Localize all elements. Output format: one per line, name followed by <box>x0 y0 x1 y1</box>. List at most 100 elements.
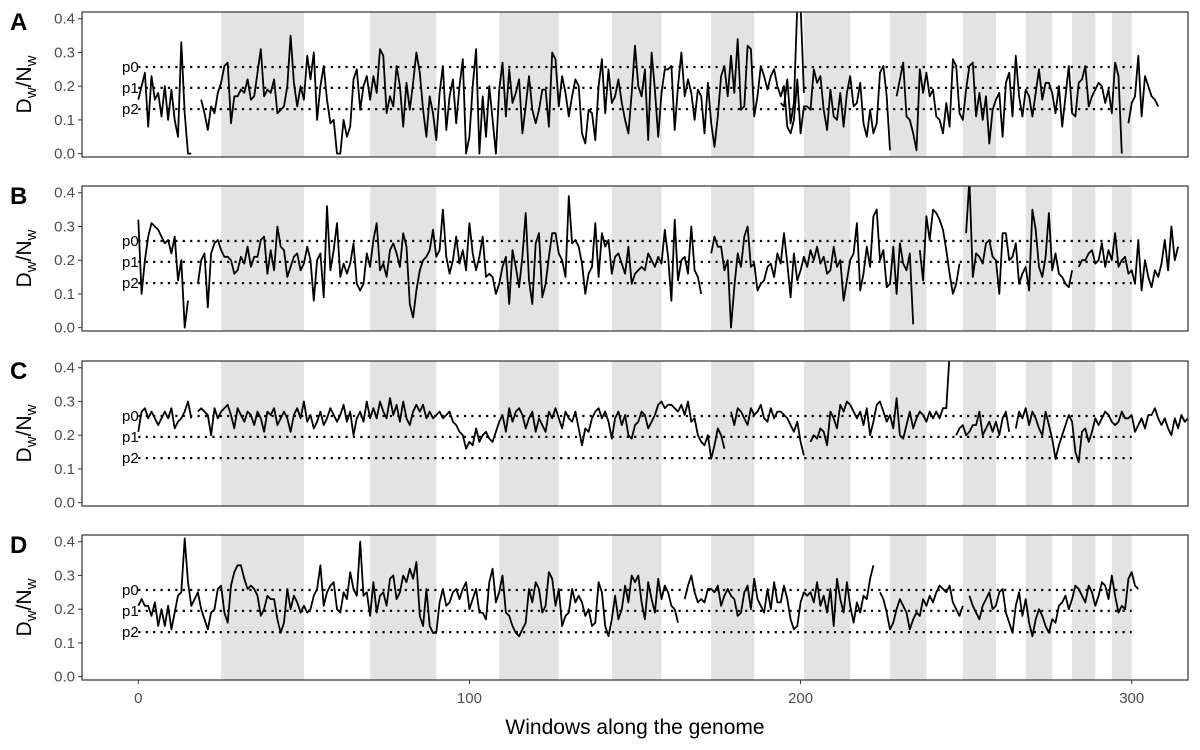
shaded-band <box>889 361 927 506</box>
series-lines <box>137 12 1160 155</box>
series-lines <box>137 186 1179 329</box>
y-axis-label: Dw/Nw <box>13 578 40 636</box>
y-tick-label: 0.3 <box>54 218 75 235</box>
reference-lines: p0 p1 p2 <box>122 582 1132 641</box>
shaded-band <box>803 186 851 331</box>
reference-lines: p0 p1 p2 <box>122 233 1132 292</box>
y-tick-label: 0.0 <box>54 495 75 512</box>
shaded-band <box>499 535 559 680</box>
panel-label: A <box>10 9 27 36</box>
shaded-band <box>711 361 755 506</box>
y-axis: 0.0 0.1 0.2 0.3 0.4 <box>54 185 82 337</box>
y-axis: 0.0 0.1 0.2 0.3 0.4 <box>54 534 82 686</box>
y-tick-label: 0.2 <box>54 427 75 444</box>
y-tick-label: 0.0 <box>54 320 75 337</box>
shaded-band <box>611 361 662 506</box>
shaded-band <box>1111 361 1132 506</box>
series-line <box>137 361 1188 464</box>
shaded-band <box>221 186 304 331</box>
panel-b: p0 p1 p2 0.0 0.1 0.2 0.3 0.4 B Dw/Nw <box>10 183 1189 337</box>
y-tick-label: 0.1 <box>54 112 75 129</box>
shaded-band <box>611 12 662 157</box>
panel-a: p0 p1 p2 0.0 0.1 0.2 0.3 0.4 A Dw/Nw <box>10 9 1189 163</box>
y-tick-label: 0.4 <box>54 185 75 202</box>
shaded-band <box>1025 535 1053 680</box>
shaded-band <box>962 535 996 680</box>
reference-label-p2: p2 <box>122 101 139 118</box>
reference-label-p0: p0 <box>122 408 139 425</box>
y-axis-label: Dw/Nw <box>13 55 40 113</box>
y-tick-label: 0.4 <box>54 534 75 551</box>
shaded-bands <box>221 361 1132 506</box>
x-tick-label: 300 <box>1119 690 1144 707</box>
reference-label-p1: p1 <box>122 603 139 620</box>
shaded-band <box>370 361 437 506</box>
y-tick-label: 0.1 <box>54 286 75 303</box>
y-tick-label: 0.3 <box>54 567 75 584</box>
y-tick-label: 0.0 <box>54 146 75 163</box>
series-line <box>137 34 1160 155</box>
reference-label-p1: p1 <box>122 80 139 97</box>
shaded-band <box>1072 186 1096 331</box>
y-tick-label: 0.2 <box>54 601 75 618</box>
panel-frame <box>81 534 1189 681</box>
y-axis: 0.0 0.1 0.2 0.3 0.4 <box>54 11 82 163</box>
y-axis-label: Dw/Nw <box>13 404 40 462</box>
reference-label-p1: p1 <box>122 429 139 446</box>
shaded-band <box>1072 535 1096 680</box>
x-tick-label: 200 <box>788 690 813 707</box>
x-axis: 0 100 200 300 <box>134 680 1144 707</box>
reference-label-p2: p2 <box>122 275 139 292</box>
panel-frame <box>81 360 1189 507</box>
shaded-band <box>1072 12 1096 157</box>
panel-frame <box>81 185 1189 332</box>
shaded-band <box>1111 186 1132 331</box>
panel-frame <box>81 11 1189 158</box>
shaded-band <box>499 361 559 506</box>
panel-label: B <box>10 183 27 210</box>
y-tick-label: 0.3 <box>54 393 75 410</box>
panel-c: p0 p1 p2 0.0 0.1 0.2 0.3 0.4 C Dw/Nw <box>10 358 1189 512</box>
panel-label: D <box>10 532 27 559</box>
shaded-band <box>889 12 927 157</box>
x-axis-label: Windows along the genome <box>505 716 764 739</box>
panel-d: p0 p1 p2 0.0 0.1 0.2 0.3 0.4 D Dw/Nw <box>10 532 1189 686</box>
y-tick-label: 0.1 <box>54 635 75 652</box>
series-lines <box>137 361 1188 464</box>
shaded-band <box>1111 12 1132 157</box>
series-lines <box>137 537 1139 638</box>
reference-label-p0: p0 <box>122 233 139 250</box>
reference-lines: p0 p1 p2 <box>122 59 1132 118</box>
shaded-band <box>1025 12 1053 157</box>
y-tick-label: 0.2 <box>54 78 75 95</box>
reference-label-p0: p0 <box>122 59 139 76</box>
reference-label-p1: p1 <box>122 254 139 271</box>
reference-label-p2: p2 <box>122 624 139 641</box>
reference-lines: p0 p1 p2 <box>122 408 1132 467</box>
reference-label-p0: p0 <box>122 582 139 599</box>
shaded-band <box>1072 361 1096 506</box>
y-tick-label: 0.2 <box>54 252 75 269</box>
y-tick-label: 0.0 <box>54 669 75 686</box>
x-tick-label: 0 <box>134 690 142 707</box>
shaded-band <box>370 535 437 680</box>
y-tick-label: 0.3 <box>54 44 75 61</box>
shaded-band <box>499 186 559 331</box>
series-line <box>137 186 1179 329</box>
series-line <box>137 537 1139 638</box>
reference-label-p2: p2 <box>122 450 139 467</box>
y-axis: 0.0 0.1 0.2 0.3 0.4 <box>54 360 82 512</box>
shaded-band <box>803 361 851 506</box>
y-axis-label: Dw/Nw <box>13 229 40 287</box>
x-tick-label: 100 <box>457 690 482 707</box>
shaded-band <box>711 535 755 680</box>
y-tick-label: 0.1 <box>54 461 75 478</box>
shaded-band <box>221 361 304 506</box>
shaded-band <box>1025 361 1053 506</box>
y-tick-label: 0.4 <box>54 11 75 28</box>
panel-label: C <box>10 358 27 385</box>
shaded-band <box>803 12 851 157</box>
series-line <box>780 12 805 125</box>
shaded-band <box>889 535 927 680</box>
